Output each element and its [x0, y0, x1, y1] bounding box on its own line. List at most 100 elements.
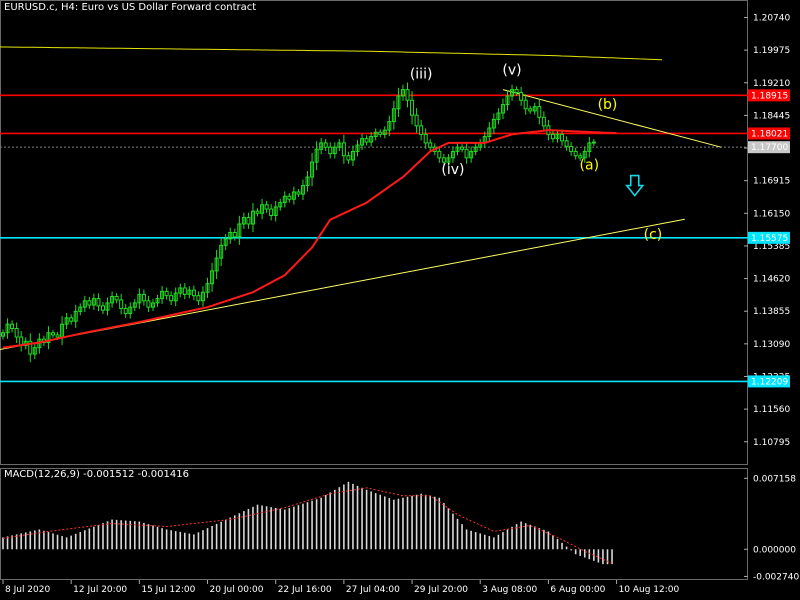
candle-body [419, 125, 424, 135]
candle-body [573, 150, 578, 157]
candle-body [500, 104, 505, 114]
candle-body [232, 232, 237, 238]
candle-body [446, 157, 451, 163]
candle-body [487, 127, 492, 138]
candle-body [155, 298, 160, 304]
candle-body [332, 146, 337, 155]
candle-body [255, 210, 260, 214]
x-tick-label: 15 Jul 12:00 [141, 585, 195, 595]
x-tick-label: 27 Jul 04:00 [346, 585, 400, 595]
chart-header: EURUSD.c, H4: Euro vs US Dollar Forward … [4, 2, 256, 13]
candle-body [532, 106, 537, 112]
candle-body [323, 142, 328, 148]
candle-body [382, 129, 387, 135]
candle-body [282, 195, 287, 204]
candle-body [396, 95, 401, 110]
candle-body [269, 208, 274, 216]
candle-body [346, 155, 351, 161]
candle-body [219, 244, 224, 259]
candle-body [464, 148, 469, 159]
candle-body [1, 332, 5, 337]
trendline [502, 89, 722, 148]
y-tick-label: 1.15385 [753, 242, 790, 252]
ma-fast-line [2, 129, 617, 349]
price-tag-label: 1.15575 [751, 234, 788, 244]
candle-body [237, 223, 242, 238]
candle-body [78, 306, 83, 312]
candle-body [141, 293, 146, 302]
macd-y-tick-label: 0.007158 [753, 474, 796, 484]
candle-body [132, 302, 137, 308]
macd-y-tick-label: -0.002740 [753, 572, 799, 582]
candle-body [273, 206, 278, 216]
candle-body [350, 150, 355, 161]
candle-body [400, 89, 405, 97]
candles [1, 82, 596, 363]
macd-histogram [2, 481, 613, 565]
candle-body [73, 310, 78, 322]
candle-body [173, 292, 178, 302]
candle-body [314, 148, 319, 163]
macd-pane-frame [0, 468, 748, 580]
candle-body [46, 332, 51, 344]
candle-body [569, 145, 574, 152]
candle-body [187, 289, 192, 295]
candle-body [582, 150, 587, 159]
macd-signal-line [2, 487, 613, 564]
candle-body [160, 290, 165, 300]
ma-long-line [0, 46, 663, 61]
candle-body [250, 210, 255, 225]
x-tick-label: 8 Jul 2020 [5, 585, 50, 595]
x-tick-label: 6 Aug 00:00 [550, 585, 605, 595]
candle-body [496, 112, 501, 120]
candle-body [241, 217, 246, 225]
candle-body [300, 185, 305, 195]
candle-body [587, 142, 592, 152]
candle-body [455, 146, 460, 152]
candle-body [123, 307, 128, 315]
candle-body [405, 89, 410, 101]
candle-body [378, 131, 383, 135]
candle-body [28, 340, 33, 355]
price-tag [748, 231, 790, 244]
y-tick-label: 1.11560 [753, 405, 790, 415]
candle-body [410, 99, 415, 116]
candle-body [550, 133, 555, 140]
candle-body [328, 146, 333, 155]
candle-body [291, 191, 296, 200]
candle-body [564, 140, 569, 147]
y-tick-label: 1.13855 [753, 307, 790, 317]
candle-body [364, 138, 369, 143]
candle-body [337, 142, 342, 148]
candle-body [32, 347, 37, 355]
x-tick-label: 12 Jul 20:00 [73, 585, 127, 595]
candle-body [473, 146, 478, 152]
candle-body [560, 133, 565, 142]
candle-body [369, 136, 374, 143]
wave-label: (v) [502, 63, 521, 79]
wave-label: (iii) [410, 66, 433, 82]
candle-body [319, 142, 324, 150]
y-tick-label: 1.16915 [753, 177, 790, 187]
candle-body [537, 106, 542, 118]
price-tag [748, 89, 790, 102]
candle-body [519, 92, 524, 101]
candle-body [505, 95, 510, 106]
candle-body [119, 299, 124, 309]
candle-body [196, 295, 201, 302]
candle-body [387, 121, 392, 131]
candle-body [114, 295, 119, 301]
candle-body [223, 238, 228, 246]
candle-body [246, 217, 251, 225]
symbol-description: Euro vs US Dollar Forward contract [81, 2, 257, 13]
candle-body [287, 195, 292, 200]
candle-body [214, 257, 219, 272]
candle-body [82, 300, 87, 308]
candle-body [523, 99, 528, 110]
price-tag-label: 1.18021 [751, 129, 788, 139]
candle-body [469, 150, 474, 159]
candle-body [64, 317, 69, 325]
candle-body [50, 332, 55, 336]
x-tick-label: 3 Aug 08:00 [482, 585, 537, 595]
price-tag-label: 1.17700 [751, 143, 788, 153]
